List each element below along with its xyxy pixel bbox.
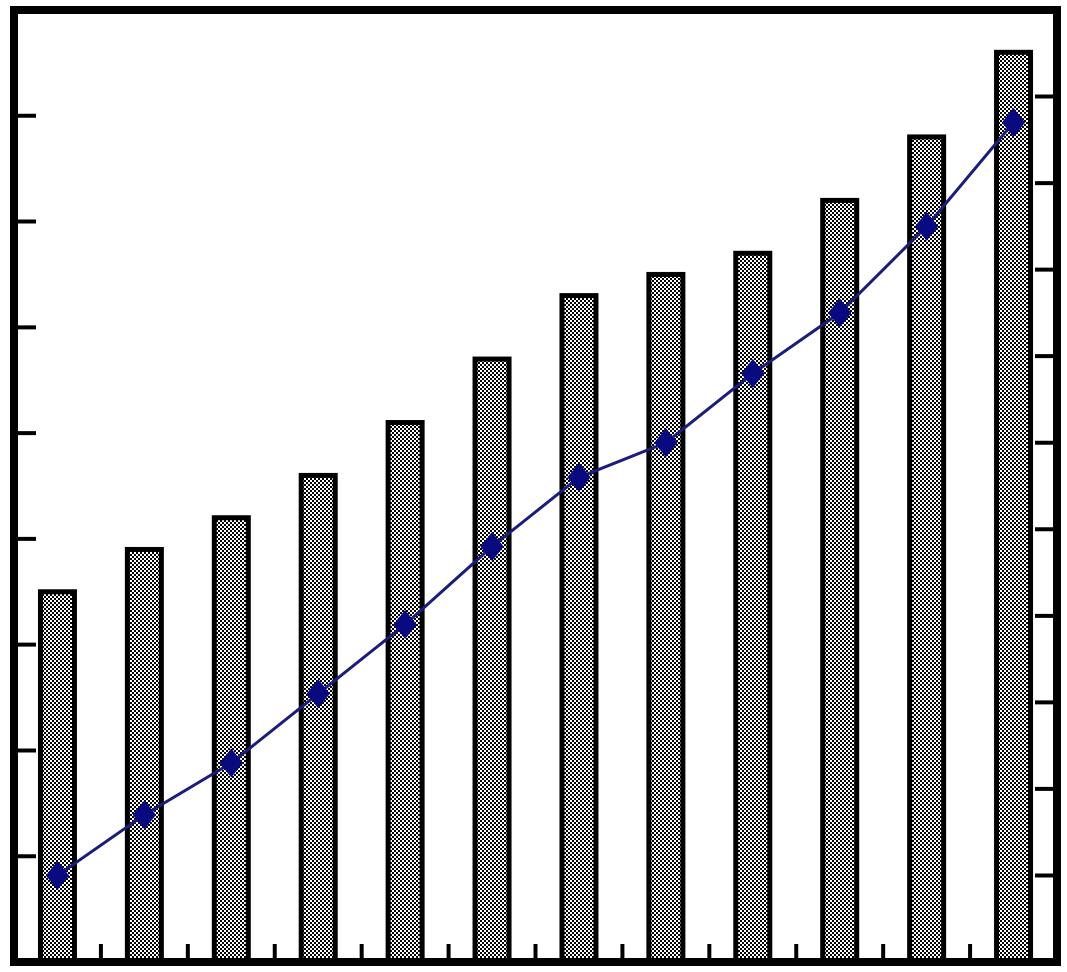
bar-4 (298, 472, 338, 965)
bar-11 (907, 134, 947, 965)
line-point-10 (828, 298, 852, 328)
axes-layer (10, 6, 1061, 966)
line-point-6 (480, 532, 504, 562)
bar-5 (385, 420, 425, 965)
bar-8 (646, 271, 686, 965)
line-series (56, 121, 1015, 877)
bars-layer (37, 49, 1034, 965)
bar-1 (37, 589, 77, 965)
line-point-4 (306, 679, 330, 709)
line-point-1 (45, 860, 70, 891)
line-point-12 (1001, 107, 1026, 138)
line-point-9 (741, 358, 765, 389)
line-point-3 (219, 748, 243, 778)
line-point-11 (914, 211, 939, 241)
line-point-8 (654, 428, 678, 458)
bar-7 (559, 293, 599, 965)
bar-6 (472, 356, 512, 965)
line-layer (56, 121, 1015, 877)
line-point-5 (393, 609, 417, 640)
line-point-2 (132, 800, 157, 830)
markers-layer (45, 107, 1026, 891)
plot-frame (10, 6, 1061, 966)
line-point-7 (567, 462, 591, 492)
bar-3 (211, 515, 251, 965)
bar-2 (124, 546, 164, 965)
bar-12 (994, 49, 1034, 965)
